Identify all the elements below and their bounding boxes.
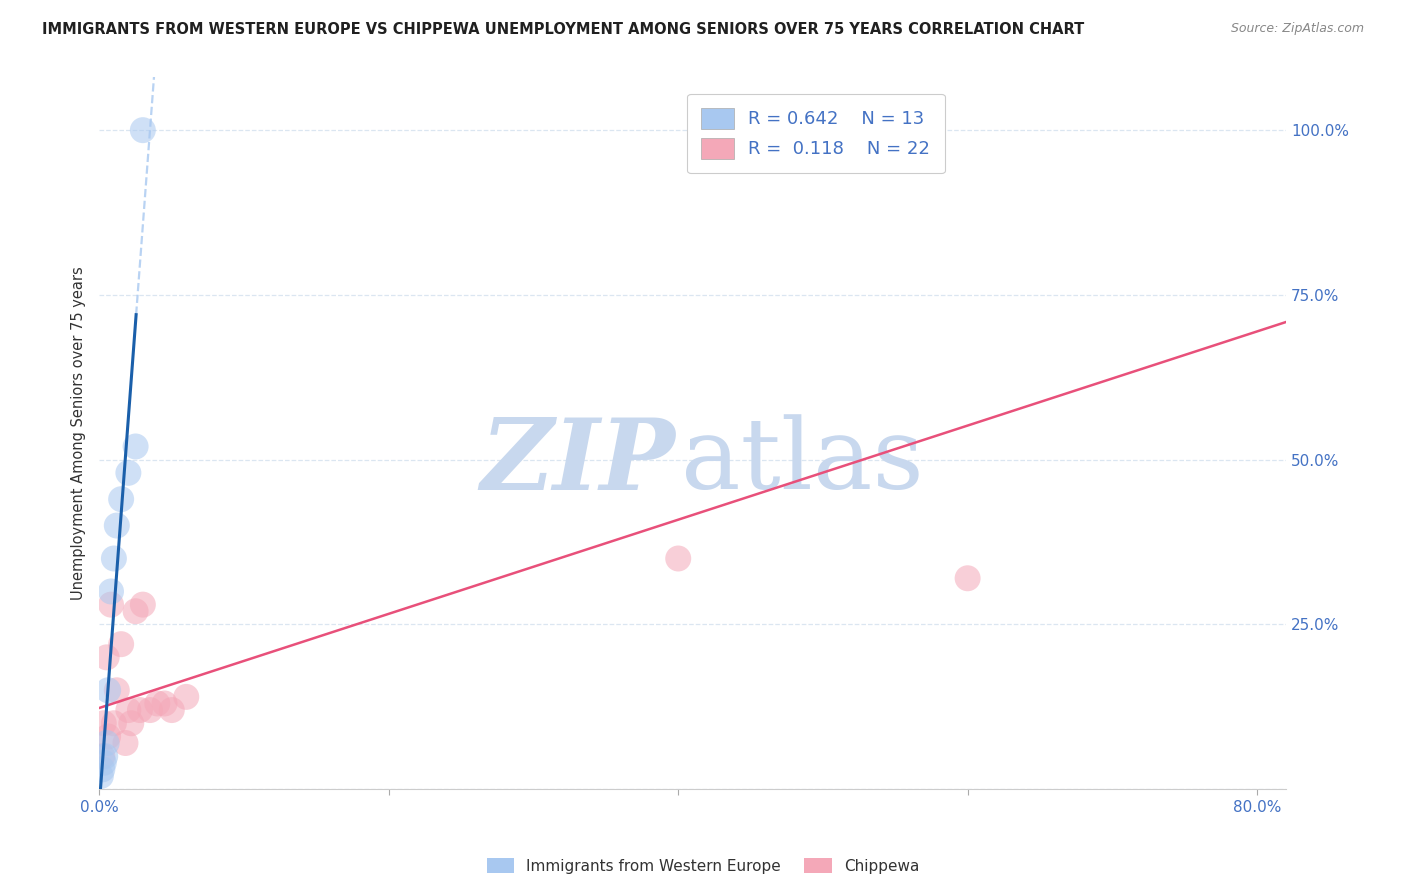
Y-axis label: Unemployment Among Seniors over 75 years: Unemployment Among Seniors over 75 years — [72, 267, 86, 600]
Point — [91, 763, 114, 777]
Point — [124, 440, 146, 454]
Point — [110, 637, 132, 651]
Point — [129, 703, 152, 717]
Point — [956, 571, 979, 585]
Point — [120, 716, 142, 731]
Point — [94, 749, 117, 764]
Point — [124, 604, 146, 618]
Point — [96, 650, 118, 665]
Point — [666, 551, 689, 566]
Point — [93, 756, 115, 770]
Point — [132, 123, 155, 137]
Point — [105, 683, 128, 698]
Point — [110, 492, 132, 507]
Point — [117, 703, 139, 717]
Legend: Immigrants from Western Europe, Chippewa: Immigrants from Western Europe, Chippewa — [481, 852, 925, 880]
Point — [153, 697, 176, 711]
Point — [114, 736, 136, 750]
Text: IMMIGRANTS FROM WESTERN EUROPE VS CHIPPEWA UNEMPLOYMENT AMONG SENIORS OVER 75 YE: IMMIGRANTS FROM WESTERN EUROPE VS CHIPPE… — [42, 22, 1084, 37]
Point — [146, 697, 169, 711]
Legend: R = 0.642    N = 13, R =  0.118    N = 22: R = 0.642 N = 13, R = 0.118 N = 22 — [688, 94, 945, 173]
Text: atlas: atlas — [681, 414, 924, 509]
Point — [93, 716, 115, 731]
Point — [139, 703, 162, 717]
Point — [97, 730, 120, 744]
Point — [100, 584, 122, 599]
Point — [100, 598, 122, 612]
Text: Source: ZipAtlas.com: Source: ZipAtlas.com — [1230, 22, 1364, 36]
Point — [96, 736, 118, 750]
Point — [91, 749, 114, 764]
Point — [90, 769, 112, 783]
Point — [105, 518, 128, 533]
Text: ZIP: ZIP — [479, 414, 675, 510]
Point — [117, 466, 139, 480]
Point — [174, 690, 197, 704]
Point — [103, 716, 125, 731]
Point — [160, 703, 183, 717]
Point — [97, 683, 120, 698]
Point — [132, 598, 155, 612]
Point — [103, 551, 125, 566]
